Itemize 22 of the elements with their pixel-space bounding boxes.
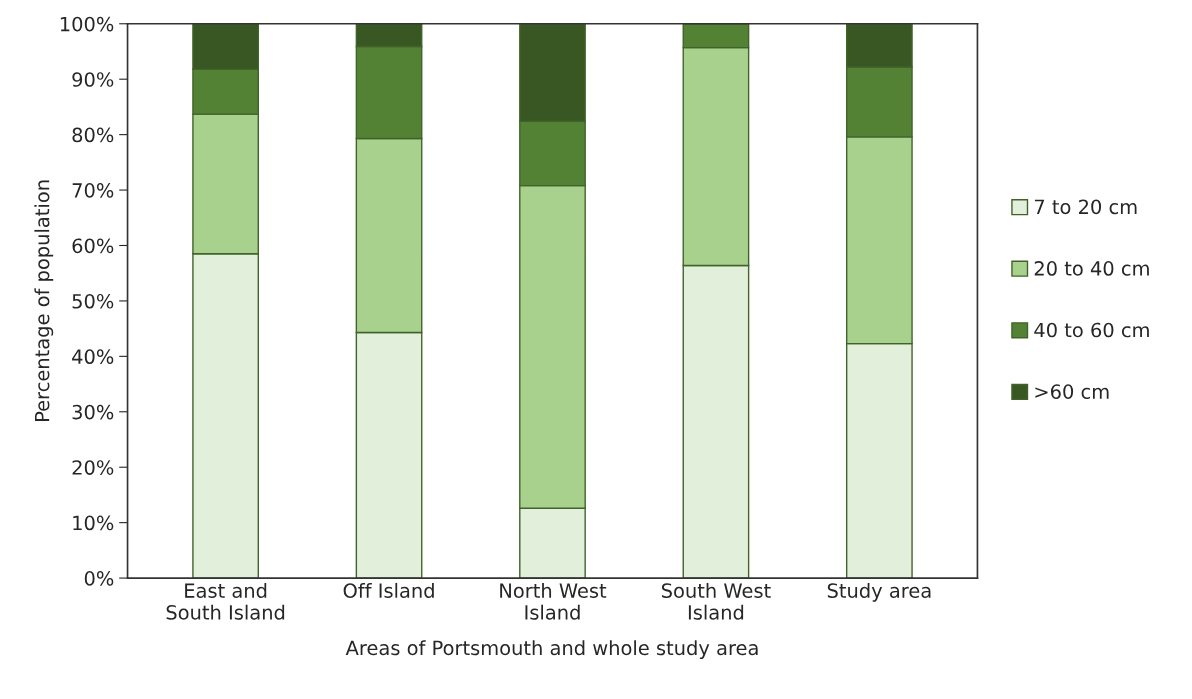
y-tick-label: 20% [72,460,114,475]
legend-label: >60 cm [1035,384,1109,399]
legend-label: 7 to 20 cm [1034,199,1137,215]
x-tick-label: North West Island [500,582,607,620]
y-tick-label: 70% [72,183,114,198]
x-tick-label: East and South Island [166,582,285,620]
x-axis-title: Areas of Portsmouth and whole study area [345,640,758,660]
legend-label: 20 to 40 cm [1034,261,1149,276]
x-tick-label: Off Island [343,582,434,598]
legend-label: 40 to 60 cm [1034,322,1149,338]
x-tick-label: Study area [827,582,931,602]
y-tick-label: 80% [72,127,114,143]
y-tick-label: 30% [72,404,114,420]
x-tick-label: South West Island [661,582,771,620]
y-tick-label: 90% [72,72,114,87]
y-tick-label: 10% [73,515,114,531]
y-tick-label: 50% [72,293,114,309]
y-axis-title: Percentage of population [34,180,54,421]
y-tick-label: 60% [72,238,114,254]
y-tick-label: 100% [60,16,114,32]
y-tick-label: 0% [84,571,114,586]
y-tick-label: 40% [72,349,114,365]
